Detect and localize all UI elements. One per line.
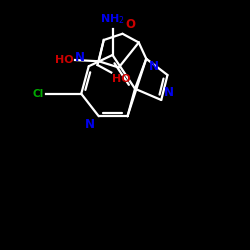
Text: N: N — [85, 118, 95, 130]
Text: Cl: Cl — [32, 89, 44, 99]
Text: HO: HO — [55, 55, 74, 65]
Text: NH$_2$: NH$_2$ — [100, 12, 125, 26]
Text: O: O — [125, 18, 135, 31]
Text: HO: HO — [112, 74, 131, 84]
Text: N: N — [164, 86, 174, 99]
Text: N: N — [149, 60, 159, 73]
Text: N: N — [75, 51, 85, 64]
